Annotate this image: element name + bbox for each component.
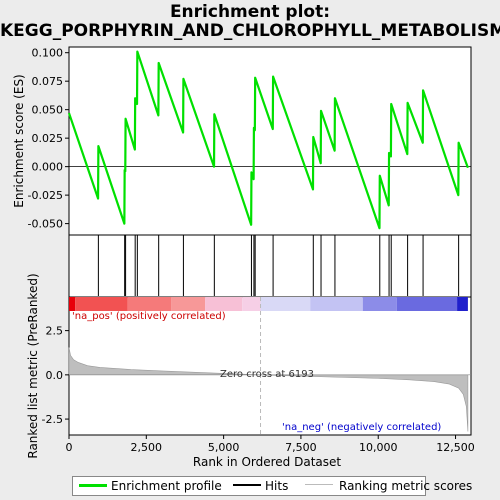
es-y-tick-label-2: 0.000 (32, 161, 64, 174)
heatmap-segment-9 (396, 297, 458, 311)
es-y-axis: -0.050 -0.025 0.000 0.025 0.050 0.075 0.100 (28, 47, 69, 231)
es-y-tick-label-0: -0.050 (28, 218, 63, 231)
x-tick-label-5: 12,500 (436, 441, 475, 454)
heatmap-segment-5 (242, 297, 261, 311)
heatmap-segment-8 (362, 297, 397, 311)
legend-enrichment-profile: Enrichment profile (111, 479, 222, 493)
heatmap-segment-4 (205, 297, 243, 311)
metric-y-axis-label: Ranked list metric (PreRanked) (26, 273, 40, 458)
x-tick-label-2: 5,000 (208, 441, 240, 454)
ranked-metric-area (68, 347, 471, 432)
legend-enrichment-swatch (79, 484, 107, 487)
legend-hits: Hits (265, 479, 289, 493)
es-profile-series (67, 50, 469, 230)
hit-marks (68, 235, 460, 296)
metric-y-tick-label-1: 0.0 (46, 369, 64, 382)
heatmap-segment-2 (127, 297, 172, 311)
heatmap-segment-6 (260, 297, 311, 311)
es-y-tick-label-4: 0.050 (32, 104, 64, 117)
x-tick-label-3: 7,500 (285, 441, 317, 454)
x-tick-label-1: 2,500 (131, 441, 163, 454)
metric-area (68, 347, 469, 432)
x-tick-label-4: 10,000 (359, 441, 398, 454)
es-y-tick-label-1: -0.025 (28, 189, 63, 202)
es-y-axis-label: Enrichment score (ES) (12, 74, 26, 207)
legend-hits-swatch (233, 484, 261, 486)
es-y-tick-label-6: 0.100 (32, 47, 64, 60)
legend: Enrichment profile Hits Ranking metric s… (72, 476, 472, 496)
x-axis-label: Rank in Ordered Dataset (193, 455, 341, 469)
rank-heatmap (69, 297, 468, 311)
heatmap-segment-10 (457, 297, 468, 311)
metric-y-tick-label-0: -2.5 (42, 413, 63, 426)
chart-title-line1: Enrichment plot: (169, 2, 331, 22)
chart-title-line2: KEGG_PORPHYRIN_AND_CHLOROPHYLL_METABOLIS… (0, 21, 500, 41)
heatmap-segment-3 (171, 297, 206, 311)
heatmap-segment-7 (310, 297, 363, 311)
legend-metric-swatch (305, 484, 333, 485)
neg-correlated-label: 'na_neg' (negatively correlated) (282, 422, 441, 433)
es-y-tick-label-3: 0.025 (32, 132, 64, 145)
es-profile-line (67, 50, 469, 230)
heatmap-segment-1 (75, 297, 128, 311)
es-y-tick-label-5: 0.075 (32, 75, 64, 88)
zero-cross-label: Zero cross at 6193 (220, 369, 314, 380)
x-axis: 0 2,500 5,000 7,500 10,000 12,500 (66, 435, 475, 454)
metric-panel (68, 296, 472, 436)
es-panel (68, 46, 472, 236)
hits-panel (68, 234, 472, 298)
heatmap-segment-0 (69, 297, 76, 311)
pos-correlated-label: 'na_pos' (positively correlated) (72, 311, 226, 322)
legend-ranking-metric-scores: Ranking metric scores (339, 479, 473, 493)
metric-y-tick-label-2: 2.5 (46, 325, 64, 338)
x-tick-label-0: 0 (66, 441, 73, 454)
metric-y-axis: -2.5 0.0 2.5 (42, 325, 69, 426)
